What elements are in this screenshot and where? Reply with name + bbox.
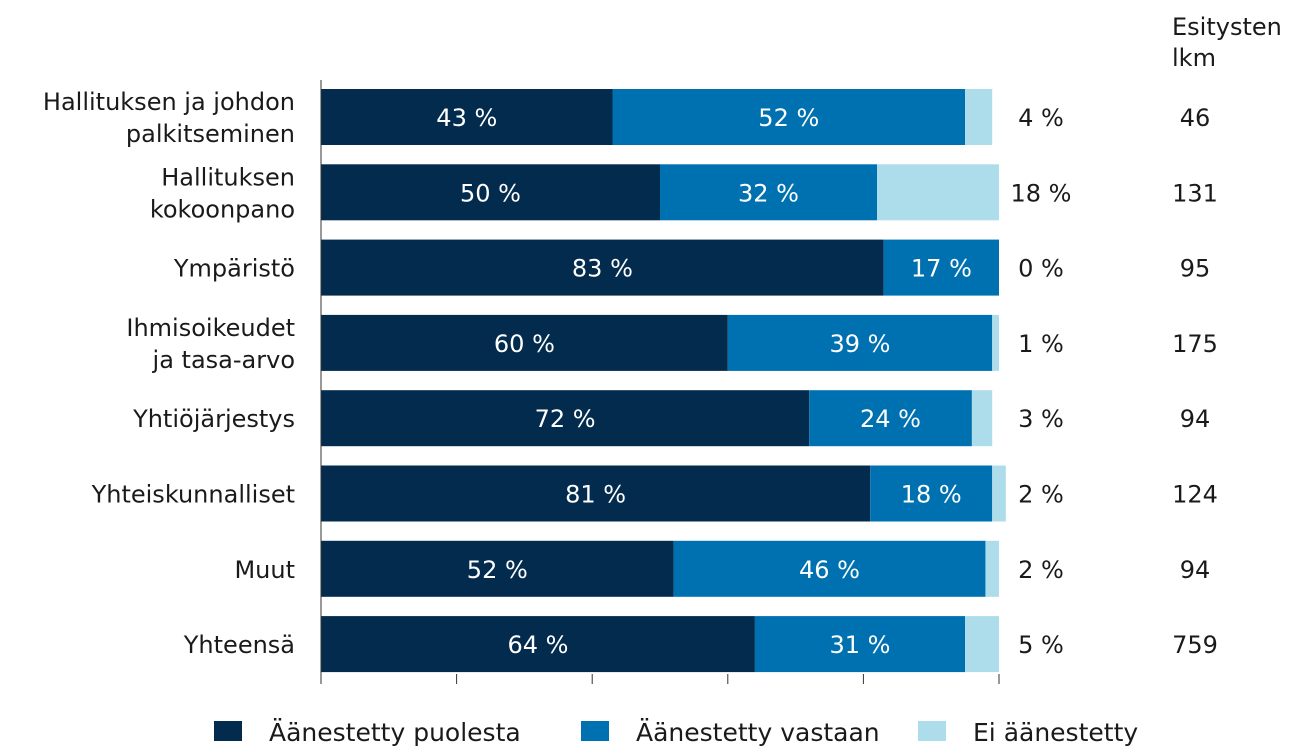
category-label-3-0: Ihmisoikeudet (126, 314, 295, 342)
bar-label-puolesta-7: 64 % (508, 631, 569, 659)
category-label-0-0: Hallituksen ja johdon (43, 88, 295, 116)
bar-vastaan-1 (660, 164, 877, 221)
bar-vastaan-7 (754, 616, 966, 673)
count-label-0: 46 (1180, 104, 1211, 132)
bar-ei-3 (992, 314, 999, 371)
bar-ei-0 (965, 89, 993, 145)
bar-label-vastaan-5: 18 % (901, 481, 962, 509)
bar-ei-6 (985, 540, 999, 597)
count-label-1: 131 (1172, 179, 1218, 207)
category-label-1-0: Hallituksen (161, 163, 295, 191)
counts-header-0: Esitysten (1172, 13, 1282, 41)
bar-puolesta-6 (321, 540, 674, 597)
bar-vastaan-6 (673, 540, 986, 597)
bar-ei-1 (877, 164, 999, 221)
count-label-7: 759 (1172, 631, 1218, 659)
count-label-6: 94 (1180, 556, 1211, 584)
bar-vastaan-4 (809, 390, 972, 447)
labels-layer: 43 % 52 % 4 % 46 Hallituksen ja johdon palkit… (43, 13, 1282, 659)
bar-puolesta-7 (321, 616, 755, 673)
bar-vastaan-0 (612, 89, 966, 145)
bar-label-puolesta-2: 83 % (572, 255, 633, 283)
bar-ei-4 (971, 390, 993, 447)
legend-label-0: Äänestetty puolesta (269, 718, 521, 747)
bar-label-vastaan-4: 24 % (860, 405, 921, 433)
bar-vastaan-5 (870, 465, 993, 522)
bar-puolesta-0 (321, 89, 613, 145)
count-label-5: 124 (1172, 481, 1218, 509)
bar-label-puolesta-5: 81 % (565, 481, 626, 509)
side-label-ei-0: 4 % (1018, 104, 1064, 132)
bar-label-vastaan-6: 46 % (799, 556, 860, 584)
side-label-ei-6: 2 % (1018, 556, 1064, 584)
side-label-ei-2: 0 % (1018, 255, 1064, 283)
axis-layer (320, 80, 1000, 684)
bar-label-vastaan-2: 17 % (911, 255, 972, 283)
bars-layer (321, 89, 1006, 673)
legend-swatch-1 (581, 721, 609, 741)
bar-label-vastaan-7: 31 % (830, 631, 891, 659)
count-label-4: 94 (1180, 405, 1211, 433)
legend-label-2: Ei äänestetty (973, 718, 1138, 747)
side-label-ei-7: 5 % (1018, 631, 1064, 659)
bar-label-puolesta-3: 60 % (494, 330, 555, 358)
category-label-6-0: Muut (234, 556, 295, 584)
legend-swatch-2 (918, 721, 946, 741)
category-label-5-0: Yhteiskunnalliset (91, 481, 295, 509)
category-label-7-0: Yhteensä (183, 631, 295, 659)
category-label-0-1: palkitseminen (126, 120, 295, 148)
counts-header-1: lkm (1172, 44, 1216, 72)
count-label-3: 175 (1172, 330, 1218, 358)
legend-label-1: Äänestetty vastaan (636, 718, 880, 747)
category-label-4-0: Yhtiöjärjestys (132, 405, 295, 433)
bar-puolesta-2 (321, 239, 884, 296)
side-label-ei-4: 3 % (1018, 405, 1064, 433)
category-label-3-1: ja tasa-arvo (152, 346, 295, 374)
bar-puolesta-3 (321, 314, 728, 371)
bar-label-puolesta-6: 52 % (467, 556, 528, 584)
bar-ei-7 (965, 616, 999, 673)
bar-label-puolesta-4: 72 % (535, 405, 596, 433)
bar-label-puolesta-1: 50 % (460, 179, 521, 207)
bar-puolesta-1 (321, 164, 660, 221)
legend: Äänestetty puolesta Äänestetty vastaan Ei … (214, 718, 1138, 747)
count-label-2: 95 (1180, 255, 1211, 283)
bar-ei-5 (992, 465, 1006, 522)
bar-vastaan-2 (883, 239, 999, 296)
bar-puolesta-5 (321, 465, 871, 522)
bar-label-vastaan-0: 52 % (758, 104, 819, 132)
category-label-2-0: Ympäristö (173, 255, 295, 283)
side-label-ei-3: 1 % (1018, 330, 1064, 358)
bar-puolesta-4 (321, 390, 810, 447)
bar-vastaan-3 (727, 314, 993, 371)
category-label-1-1: kokoonpano (150, 195, 295, 223)
bar-label-vastaan-3: 39 % (830, 330, 891, 358)
side-label-ei-1: 18 % (1011, 179, 1072, 207)
side-label-ei-5: 2 % (1018, 481, 1064, 509)
legend-swatch-0 (214, 721, 242, 741)
bar-label-puolesta-0: 43 % (436, 104, 497, 132)
bar-label-vastaan-1: 32 % (738, 179, 799, 207)
